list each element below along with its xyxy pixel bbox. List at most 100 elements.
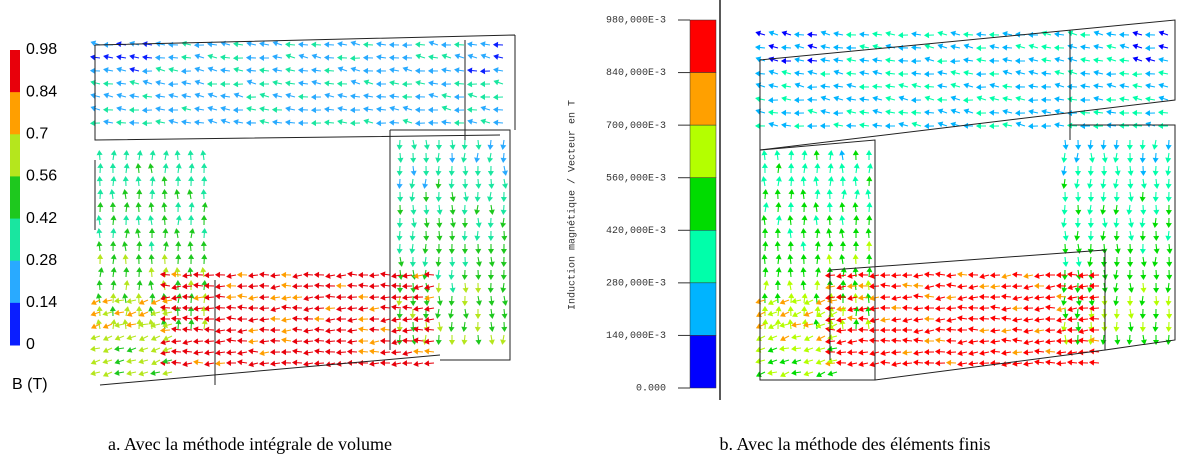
arrow [787, 318, 794, 330]
arrow [138, 346, 149, 353]
arrow [978, 315, 990, 322]
arrow [462, 282, 469, 294]
arrow [761, 149, 768, 161]
arrow [779, 311, 790, 317]
arrow [836, 284, 847, 291]
arrow [803, 346, 814, 353]
arrow [968, 350, 979, 357]
arrow [1153, 230, 1160, 242]
arrow [1118, 31, 1130, 38]
arrow [1152, 256, 1159, 267]
arrow [259, 92, 270, 99]
arrow [109, 305, 116, 317]
arrow [1113, 217, 1120, 229]
arrow [937, 83, 948, 90]
arrow [1079, 31, 1091, 38]
arrow [768, 121, 779, 128]
arrow [258, 360, 270, 367]
arrow [207, 105, 218, 112]
arrow [109, 201, 116, 213]
arrow [815, 346, 826, 353]
arrow [123, 163, 130, 174]
arrow [1077, 316, 1089, 323]
arrow [500, 269, 507, 281]
arrow [1080, 44, 1091, 51]
arrow [453, 119, 465, 126]
arrow [885, 83, 896, 90]
arrow [492, 94, 504, 101]
arrow [1100, 191, 1107, 203]
arrow [1165, 295, 1172, 307]
arrow [1040, 70, 1052, 77]
colorbar-segment [10, 218, 20, 262]
arrow [975, 31, 987, 38]
arrow [1044, 359, 1056, 366]
arrow [109, 162, 116, 174]
arrow [233, 92, 244, 99]
arrow [96, 279, 103, 291]
arrow [237, 349, 248, 356]
colorbar-label: 420,000E-3 [606, 226, 666, 237]
arrow [1041, 44, 1052, 51]
arrow [816, 371, 826, 378]
arrow [194, 106, 205, 113]
colorbar-label: 0 [26, 336, 35, 353]
arrow [1056, 306, 1067, 313]
arrow [409, 230, 416, 242]
arrow [462, 191, 469, 202]
arrow [175, 163, 182, 174]
arrow [441, 67, 452, 74]
arrow [303, 295, 314, 302]
arrow [162, 297, 173, 304]
arrow [1105, 71, 1117, 78]
arrow [200, 240, 207, 252]
arrow [188, 228, 195, 239]
arrow [794, 56, 805, 63]
arrow [193, 349, 204, 356]
arrow [245, 119, 257, 126]
arrow [362, 41, 374, 48]
arrow [814, 267, 821, 278]
arrow [435, 269, 442, 280]
arrow [413, 326, 424, 333]
arrow [138, 370, 149, 377]
arrow [852, 175, 859, 187]
arrow [901, 337, 913, 344]
arrow [1062, 334, 1069, 345]
arrow [397, 256, 404, 267]
arrow [1119, 96, 1130, 103]
arrow [768, 30, 779, 37]
arrow [866, 266, 873, 278]
arrow [245, 94, 257, 101]
arrow [924, 95, 935, 102]
arrow [901, 294, 913, 301]
arrow [337, 41, 348, 48]
arrow [787, 228, 794, 239]
arrow [270, 284, 281, 291]
arrow [813, 202, 820, 213]
arrow [924, 328, 935, 335]
arrow [963, 108, 974, 115]
arrow [774, 188, 781, 200]
arrow [956, 326, 968, 334]
arrow [1054, 56, 1065, 63]
arrow [281, 316, 292, 323]
arrow [501, 308, 508, 320]
arrow [1127, 152, 1134, 164]
arrow [806, 96, 818, 103]
arrow [410, 204, 417, 216]
arrow [835, 359, 847, 366]
arrow [347, 271, 358, 278]
arrow [461, 269, 468, 281]
arrow [775, 254, 782, 265]
arrow [402, 105, 413, 112]
arrow [427, 106, 439, 113]
arrow [780, 371, 790, 378]
arrow [207, 118, 218, 125]
arrow [206, 80, 218, 88]
arrow [1152, 191, 1159, 203]
arrow [879, 294, 891, 301]
arrow [1028, 56, 1039, 63]
arrow [791, 333, 802, 340]
arrow [174, 266, 181, 278]
